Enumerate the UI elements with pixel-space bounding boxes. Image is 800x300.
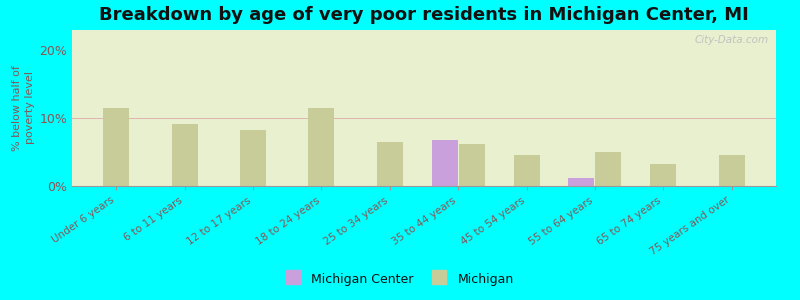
Bar xyxy=(718,155,745,186)
Bar xyxy=(172,124,198,186)
Bar xyxy=(568,178,594,186)
Title: Breakdown by age of very poor residents in Michigan Center, MI: Breakdown by age of very poor residents … xyxy=(99,6,749,24)
Legend: Michigan Center, Michigan: Michigan Center, Michigan xyxy=(282,268,518,291)
Bar xyxy=(309,108,334,186)
Bar xyxy=(514,155,539,186)
Y-axis label: % below half of
poverty level: % below half of poverty level xyxy=(12,65,35,151)
Bar xyxy=(432,140,458,186)
Bar xyxy=(377,142,403,186)
Bar xyxy=(240,130,266,186)
Bar xyxy=(458,144,485,186)
Bar xyxy=(595,152,622,186)
Bar xyxy=(650,164,676,186)
Bar xyxy=(103,108,130,186)
Text: City-Data.com: City-Data.com xyxy=(695,35,769,45)
